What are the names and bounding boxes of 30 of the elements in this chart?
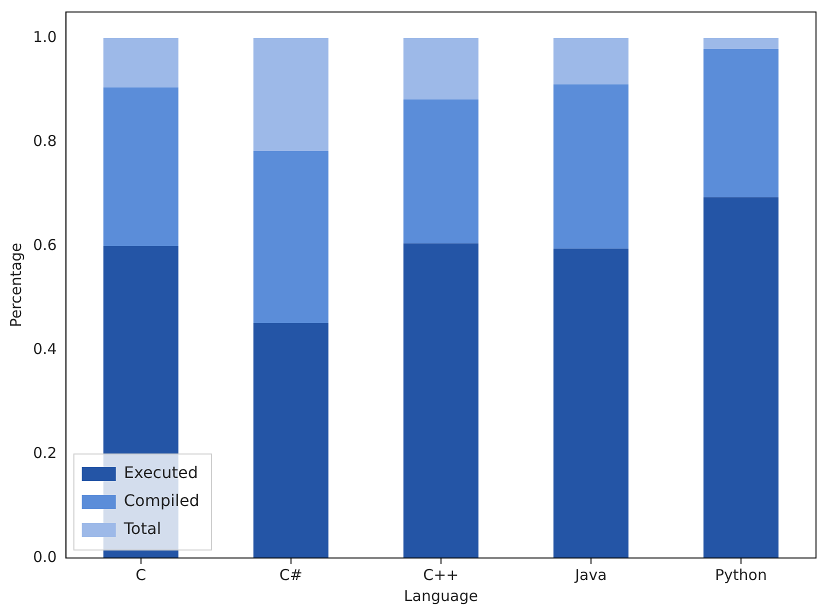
bar [553,84,628,249]
y-tick-label: 0.2 [32,444,57,462]
bar [703,48,778,198]
x-tick-label: Java [574,566,607,584]
legend-label: Total [122,519,162,538]
y-tick-label: 0.8 [32,132,57,150]
x-tick-label: C++ [423,566,459,584]
y-axis-title: Percentage [6,242,25,328]
bar [703,197,778,558]
x-tick-label: C [136,566,146,584]
bar [403,243,478,558]
legend-label: Compiled [124,491,200,510]
bar [553,248,628,558]
bar [253,322,328,558]
bar [403,99,478,244]
bar [253,150,328,323]
bar [403,38,478,100]
bar [103,87,178,246]
y-tick-label: 0.0 [32,548,57,566]
x-axis-title: Language [404,586,478,605]
x-tick-label: Python [714,566,767,584]
bar [703,38,778,49]
bar [103,38,178,88]
legend-label: Executed [124,463,198,482]
y-tick-label: 0.6 [32,236,57,254]
x-tick-label: C# [279,566,302,584]
y-tick-label: 1.0 [32,28,57,46]
bar [553,38,628,84]
bar [253,38,328,151]
y-tick-label: 0.4 [32,340,57,358]
